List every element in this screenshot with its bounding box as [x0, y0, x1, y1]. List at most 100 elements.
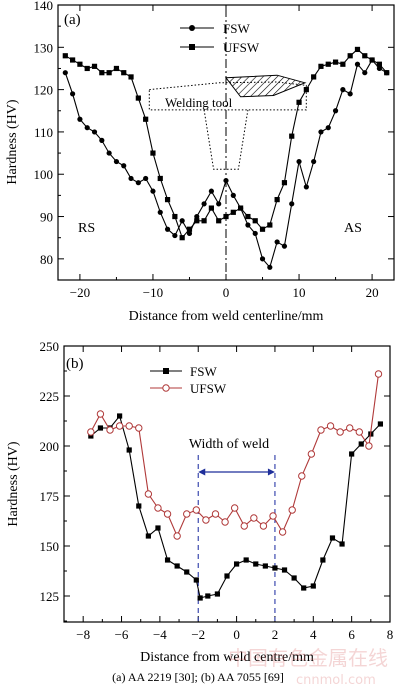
x-tick-label-a: 0 — [223, 285, 230, 300]
data-point-fsw-a — [296, 158, 302, 165]
data-point-ufsw-b — [135, 424, 143, 432]
data-point-ufsw-a — [172, 213, 178, 220]
data-point-fsw-b — [329, 535, 336, 541]
data-point-ufsw-b — [192, 506, 201, 514]
data-point-ufsw-b — [288, 506, 296, 514]
y-tick-label-a: 130 — [34, 40, 54, 55]
data-point-fsw-b — [155, 525, 161, 531]
data-point-ufsw-b — [336, 428, 344, 436]
data-point-fsw-a — [311, 158, 317, 165]
data-point-ufsw-b — [183, 510, 191, 518]
data-point-ufsw-a — [157, 175, 163, 182]
y-tick-label-a: 90 — [40, 210, 53, 225]
data-point-ufsw-b — [87, 428, 95, 436]
data-point-ufsw-a — [121, 70, 127, 76]
data-point-fsw-b — [358, 441, 364, 447]
data-point-ufsw-a — [369, 57, 375, 63]
data-point-ufsw-a — [62, 53, 68, 59]
x-axis-label-a: Distance from weld centerline/mm — [129, 309, 324, 324]
data-point-fsw-a — [230, 192, 236, 198]
legend-a-ufsw-label: UFSW — [223, 40, 260, 55]
x-tick-label-b: 4 — [310, 627, 317, 642]
legend-a-fsw: FSW — [180, 21, 250, 36]
x-axis-label-b: Distance from weld centre/mm — [140, 650, 314, 665]
data-point-ufsw-b — [154, 504, 162, 512]
data-point-fsw-b — [205, 593, 211, 599]
data-point-ufsw-a — [340, 61, 346, 67]
data-point-fsw-b — [117, 413, 123, 419]
series-layer-a — [62, 46, 390, 270]
data-point-fsw-b — [184, 569, 190, 575]
annotation-welding-tool: Welding tool — [165, 95, 233, 110]
data-point-fsw-b — [97, 425, 104, 431]
series-line-ufsw-b — [90, 373, 380, 538]
data-point-fsw-a — [84, 125, 90, 131]
x-tick-label-b: 6 — [348, 627, 355, 642]
data-point-ufsw-a — [325, 61, 331, 67]
data-point-ufsw-a — [150, 150, 156, 156]
data-point-ufsw-a — [201, 218, 207, 224]
data-point-fsw-a — [186, 230, 193, 237]
panel-label-b: (b) — [66, 356, 84, 372]
data-point-ufsw-a — [135, 95, 141, 101]
data-point-ufsw-a — [208, 205, 214, 211]
data-point-ufsw-a — [259, 226, 266, 232]
y-tick-label-b: 200 — [40, 439, 60, 454]
data-point-fsw-a — [267, 264, 273, 270]
data-point-fsw-a — [208, 188, 214, 194]
data-point-ufsw-b — [240, 522, 248, 530]
data-point-ufsw-a — [354, 46, 361, 53]
data-point-fsw-a — [340, 87, 346, 93]
data-point-ufsw-a — [281, 180, 288, 186]
x-tick-label-a: 20 — [366, 285, 379, 300]
data-point-ufsw-a — [113, 65, 120, 72]
data-point-ufsw-a — [91, 63, 98, 69]
data-point-fsw-a — [77, 116, 83, 122]
welding-tool-drawing — [148, 8, 307, 279]
data-point-ufsw-b — [317, 426, 325, 434]
data-point-ufsw-a — [347, 53, 353, 59]
data-point-fsw-a — [150, 188, 156, 194]
data-point-fsw-a — [179, 218, 185, 224]
data-point-fsw-a — [354, 61, 361, 67]
y-tick-label-a: 100 — [34, 167, 54, 182]
y-axis-label-a: Hardness (HV) — [5, 99, 20, 184]
series-layer-b — [87, 370, 384, 601]
y-tick-label-b: 250 — [40, 339, 60, 354]
data-point-fsw-a — [91, 129, 98, 135]
watermark-text-cn: 中国有色金属在线 — [228, 646, 388, 670]
data-point-fsw-b — [88, 433, 94, 439]
data-point-ufsw-a — [179, 235, 185, 241]
data-point-fsw-a — [252, 230, 258, 237]
data-point-ufsw-b — [326, 422, 335, 430]
data-point-fsw-a — [62, 70, 68, 76]
legend-b-fsw: FSW — [150, 364, 217, 379]
data-point-ufsw-b — [355, 428, 364, 436]
data-point-ufsw-a — [274, 197, 280, 203]
data-point-ufsw-b — [211, 510, 220, 518]
data-point-fsw-b — [291, 575, 297, 581]
data-point-ufsw-b — [115, 422, 124, 430]
y-tick-label-a: 80 — [40, 252, 53, 267]
data-point-ufsw-b — [259, 522, 268, 530]
data-point-fsw-b — [243, 557, 249, 563]
axes-b: −8 −6 −4 −2 0 2 4 6 8 125 150 175 200 225 250 — [40, 339, 394, 642]
data-point-ufsw-a — [77, 61, 83, 67]
data-point-ufsw-a — [296, 99, 302, 105]
x-tick-label-a: −10 — [143, 285, 163, 300]
watermark-text-url: cnnmol.com — [296, 673, 376, 688]
data-point-fsw-a — [143, 175, 149, 182]
data-point-ufsw-a — [376, 61, 382, 67]
data-point-fsw-b — [262, 563, 268, 569]
data-point-ufsw-a — [267, 222, 273, 228]
x-tick-label-a: 10 — [293, 285, 306, 300]
data-point-ufsw-a — [143, 116, 149, 122]
data-point-ufsw-a — [245, 213, 251, 220]
data-point-ufsw-a — [252, 218, 258, 224]
x-tick-label-b: −8 — [76, 627, 90, 642]
data-point-ufsw-a — [289, 133, 295, 139]
data-point-ufsw-a — [194, 218, 200, 224]
data-point-fsw-a — [223, 177, 229, 184]
data-point-fsw-a — [164, 226, 171, 232]
